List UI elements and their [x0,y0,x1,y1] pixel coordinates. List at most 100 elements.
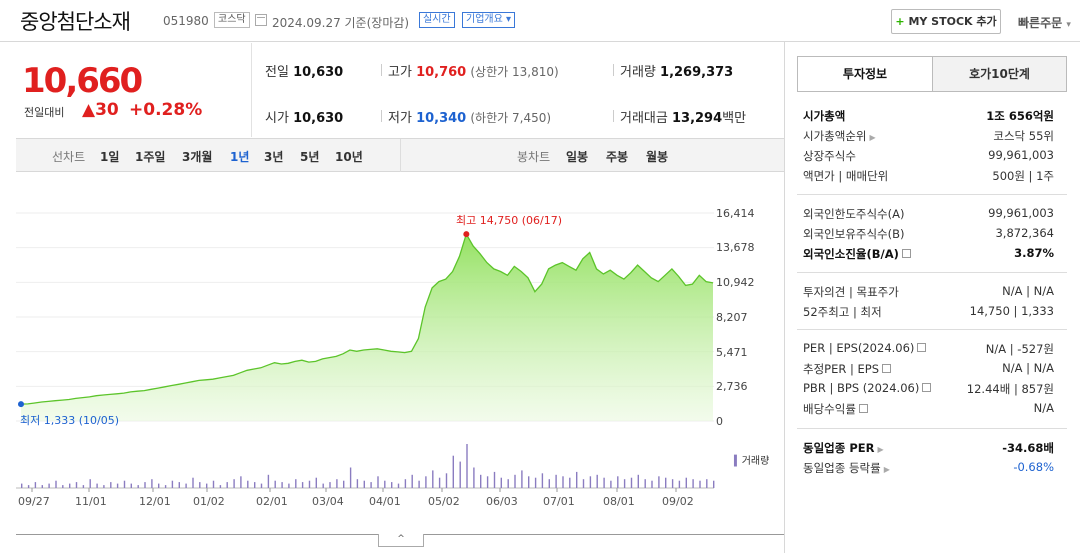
info-label-text: 배당수익률 [803,402,856,416]
volume-bar [151,479,153,488]
volume-bar [247,480,249,488]
info-label-text: 외국인소진율(B/A) [803,247,899,261]
volume-bar [349,467,352,488]
candle-daily[interactable]: 일봉 [566,150,589,164]
volume-bar [82,485,85,488]
x-tick-label: 09/27 [18,495,50,508]
quick-order-dropdown[interactable]: 빠른주문 ▾ [1018,14,1071,31]
high-annotation: 최고 14,750 (06/17) [456,214,563,227]
high-label: 고가 [388,65,412,80]
price-chart[interactable]: 09/27 11/01 12/01 01/02 02/01 03/04 04/01 05/02… [16,172,784,534]
period-1d[interactable]: 1일 [100,150,120,164]
help-icon[interactable] [922,383,932,392]
volume-bar [55,480,57,488]
volume-bar [384,480,386,488]
volume-bar [27,485,30,488]
candle-weekly[interactable]: 주봉 [606,150,629,164]
prev-label: 전일 [265,65,289,80]
volume-bar [206,483,208,488]
low-label: 저가 [388,111,412,126]
volume-bar [199,482,201,488]
chevron-down-icon: ▾ [506,14,512,25]
divider [400,139,401,172]
candle-chart-label: 봉차트 [517,150,551,164]
volume-bar [699,480,701,488]
chevron-right-icon[interactable]: ▶ [877,445,884,454]
period-1y[interactable]: 1년 [230,150,250,164]
volume-bar [452,455,454,488]
x-tick-label: 12/01 [139,495,171,508]
collapse-toggle-button[interactable]: ^ [378,534,424,547]
low-marker [18,401,24,408]
help-icon[interactable] [858,404,868,413]
divider [797,272,1067,273]
low-value: 10,340 [416,111,467,126]
divider [381,64,382,76]
quick-order-label: 빠른주문 [1018,16,1063,30]
info-label: 외국인소진율(B/A) [803,246,911,262]
volume-bar [308,480,311,488]
period-3y[interactable]: 3년 [264,150,284,164]
help-icon[interactable] [882,364,892,373]
x-tick-label: 06/03 [486,495,518,508]
company-info-dropdown[interactable]: 기업개요 ▾ [462,12,516,28]
info-label: 투자의견 | 목표주가 [803,284,899,300]
amount-unit: 백만 [722,111,747,126]
period-5y[interactable]: 5년 [300,150,320,164]
volume-bar [685,477,687,488]
volume-bar [260,483,263,488]
volume-bar [603,477,605,488]
volume-bar [706,479,708,488]
volume-bar [658,476,660,488]
x-tick-label: 08/01 [603,495,635,508]
realtime-button[interactable]: 실시간 [419,12,455,28]
period-1w[interactable]: 1주일 [135,150,166,164]
volume-bar [254,482,256,488]
tab-order-book[interactable]: 호가10단계 [932,57,1066,91]
y-tick: 13,678 [716,241,755,254]
low-annotation: 최저 1,333 (10/05) [20,414,120,427]
info-label: 상장주식수 [803,148,856,164]
info-label: 동일업종 등락률 ▶ [803,460,890,476]
volume-bar [267,474,270,488]
info-value: 14,750 | 1,333 [969,304,1054,318]
volume-bar [541,473,544,488]
y-tick: 5,471 [716,346,748,359]
volume-bar [637,474,639,488]
info-value: N/A [1033,401,1054,415]
volume-bar [651,480,653,488]
volume-bar [144,482,146,488]
x-tick-label: 02/01 [256,495,288,508]
volume-bar [233,479,235,488]
volume-bar [137,485,139,488]
low-price: 저가 10,340 (하한가 7,450) [388,107,551,126]
info-label: 배당수익률 [803,401,868,417]
help-icon[interactable] [901,249,911,258]
volume-bar [178,482,180,488]
tab-investment-info[interactable]: 투자정보 [798,57,932,91]
info-panel: 투자정보 호가10단계 시가총액 1조 656억원 시가총액순위 ▶ 코스닥 55위 상장… [784,42,1080,553]
period-10y[interactable]: 10년 [335,150,363,164]
current-price: 10,660 [22,61,143,101]
divider [381,110,382,122]
info-label-text: 외국인한도주식수(A) [803,207,905,221]
volume-bar [130,483,132,488]
chevron-right-icon[interactable]: ▶ [869,133,876,142]
open-label: 시가 [265,111,289,126]
lower-limit: (하한가 7,450) [470,111,552,125]
volume-bar [315,477,317,488]
volume-bar [418,480,420,488]
add-my-stock-button[interactable]: + MY STOCK 추가 [891,9,1001,34]
volume-bar [185,483,187,488]
chevron-right-icon[interactable]: ▶ [883,465,890,474]
candle-monthly[interactable]: 월봉 [646,150,669,164]
volume-bar [507,479,509,488]
volume-bar [555,474,557,488]
help-icon[interactable] [917,343,927,352]
volume-bar [425,476,427,488]
volume-bar [41,485,43,488]
volume-bar [630,477,633,488]
volume-bar [288,483,290,488]
period-3m[interactable]: 3개월 [182,150,213,164]
y-tick: 16,414 [716,207,755,220]
